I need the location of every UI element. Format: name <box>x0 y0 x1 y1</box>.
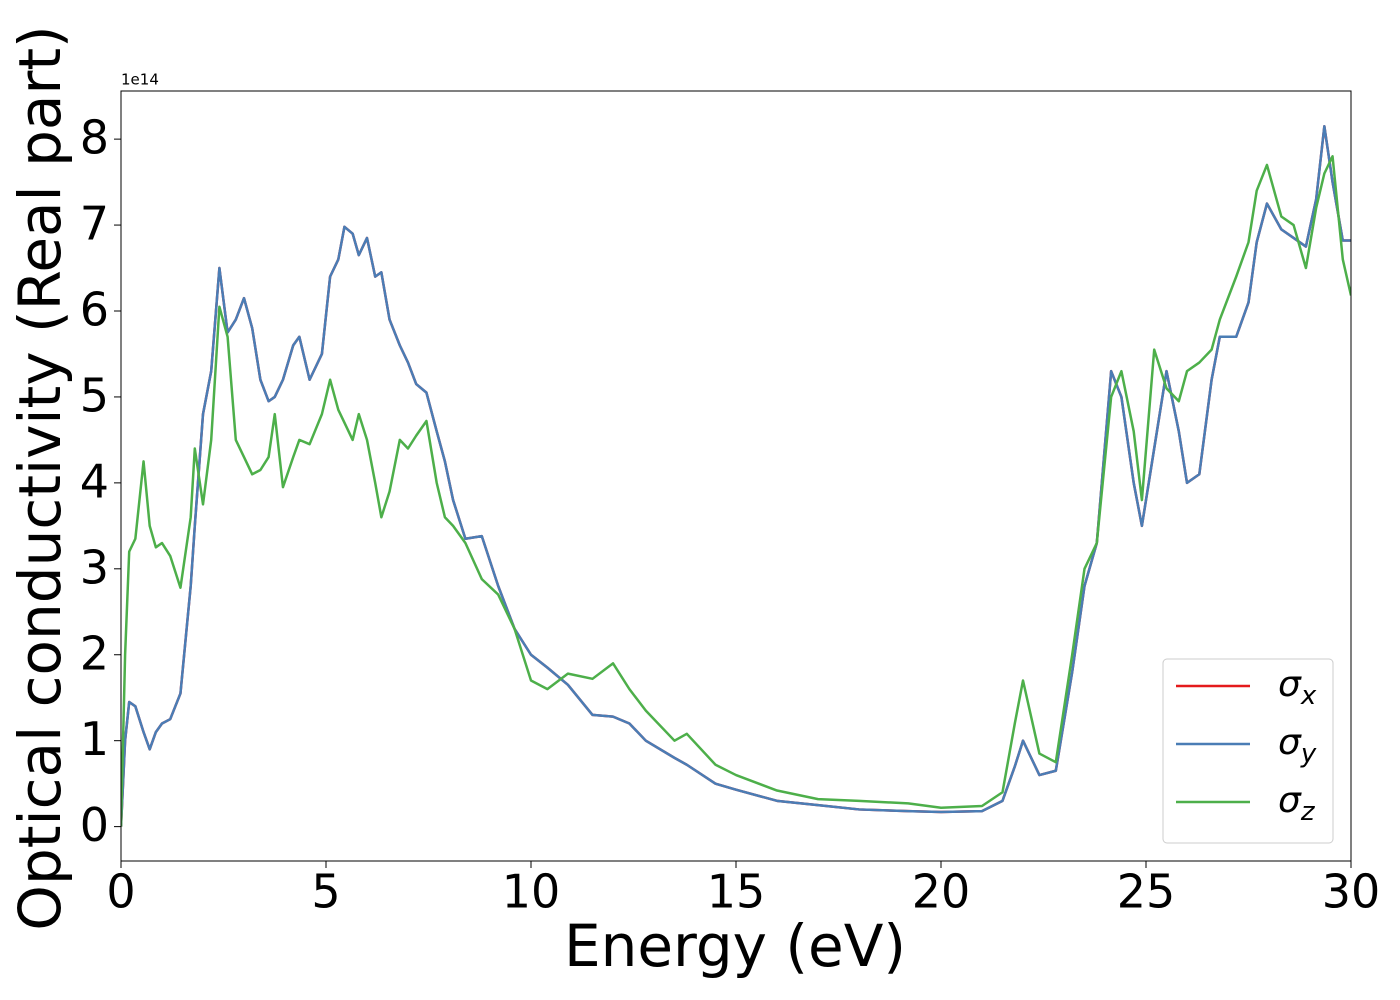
x-tick-label: 0 <box>106 865 135 919</box>
x-axis-label: Energy (eV) <box>564 912 906 980</box>
y-axis-label: Optical conductivity (Real part) <box>6 25 74 930</box>
y-tick-label: 0 <box>80 798 109 852</box>
x-tick-label: 10 <box>502 865 561 919</box>
series-line <box>121 155 1351 827</box>
legend-label: σy <box>1278 722 1317 769</box>
y-tick-label: 4 <box>80 454 109 508</box>
plot-frame <box>120 90 1352 862</box>
y-tick-label: 1 <box>80 712 109 766</box>
y-tick-label: 2 <box>80 626 109 680</box>
series-line <box>121 124 1351 827</box>
y-tick-label: 6 <box>80 283 109 337</box>
x-tick-label: 20 <box>912 865 971 919</box>
x-tick-label: 25 <box>1117 865 1176 919</box>
y-tick-label: 8 <box>80 111 109 165</box>
y-offset-label: 1e14 <box>121 71 159 89</box>
legend-label: σx <box>1278 664 1317 711</box>
x-tick-label: 15 <box>707 865 766 919</box>
y-tick-label: 3 <box>80 540 109 594</box>
x-tick-label: 5 <box>311 865 340 919</box>
x-tick-label: 30 <box>1322 865 1381 919</box>
y-tick-label: 5 <box>80 368 109 422</box>
legend-label: σz <box>1278 780 1316 827</box>
y-tick-label: 7 <box>80 197 109 251</box>
legend-box <box>1162 658 1334 844</box>
